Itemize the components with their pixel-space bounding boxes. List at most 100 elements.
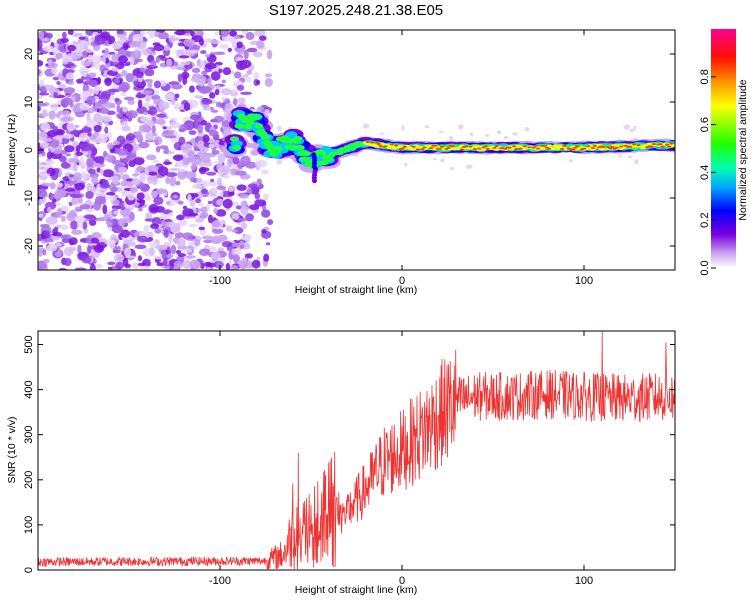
noise-blob bbox=[465, 164, 473, 169]
noise-blob bbox=[173, 260, 183, 268]
noise-blob bbox=[246, 47, 258, 53]
noise-blob bbox=[188, 224, 198, 228]
noise-blob bbox=[200, 206, 208, 214]
noise-blob bbox=[93, 113, 103, 123]
noise-blob bbox=[120, 92, 127, 97]
noise-blob bbox=[232, 156, 240, 165]
noise-blob bbox=[230, 88, 239, 97]
signal-blob bbox=[433, 144, 438, 147]
noise-blob bbox=[210, 251, 221, 260]
noise-blob bbox=[106, 142, 114, 150]
noise-blob bbox=[168, 233, 173, 243]
noise-blob bbox=[235, 170, 247, 176]
noise-blob bbox=[120, 229, 130, 238]
noise-blob bbox=[93, 244, 105, 253]
snr-axes: -100 0 100 0 100 200 300 400 500 bbox=[23, 331, 675, 587]
noise-blob bbox=[113, 78, 121, 84]
signal-blob bbox=[610, 145, 615, 148]
noise-blob bbox=[155, 56, 160, 64]
noise-blob bbox=[38, 30, 45, 40]
noise-blob bbox=[201, 70, 208, 76]
noise-blob bbox=[152, 132, 158, 137]
noise-blob bbox=[199, 157, 211, 164]
noise-blob bbox=[50, 147, 56, 153]
noise-blob bbox=[155, 245, 166, 250]
noise-blob bbox=[152, 159, 160, 164]
noise-blob bbox=[144, 68, 155, 77]
noise-blob bbox=[38, 188, 48, 198]
noise-blob bbox=[264, 73, 272, 78]
noise-blob bbox=[104, 126, 109, 134]
noise-blob bbox=[102, 150, 108, 158]
colorbar-tick-label: 0.0 bbox=[699, 260, 711, 275]
noise-blob bbox=[174, 232, 184, 239]
snr-background bbox=[38, 331, 675, 570]
noise-blob bbox=[150, 223, 160, 230]
spectrogram-x-label: Height of straight line (km) bbox=[295, 284, 418, 296]
noise-blob bbox=[256, 40, 265, 49]
noise-blob bbox=[105, 102, 114, 109]
noise-blob bbox=[60, 116, 72, 123]
noise-blob bbox=[208, 92, 216, 99]
noise-blob bbox=[104, 47, 109, 55]
noise-blob bbox=[98, 155, 105, 165]
noise-blob bbox=[62, 59, 69, 65]
signal-blob bbox=[411, 145, 416, 148]
noise-blob bbox=[70, 130, 82, 135]
noise-blob bbox=[126, 110, 138, 119]
noise-blob bbox=[43, 37, 50, 42]
noise-blob bbox=[202, 235, 213, 240]
signal-blob bbox=[664, 143, 670, 146]
noise-blob bbox=[118, 55, 129, 64]
noise-blob bbox=[145, 212, 153, 220]
noise-blob bbox=[43, 230, 51, 236]
signal-blob bbox=[422, 146, 427, 149]
noise-blob bbox=[252, 51, 263, 58]
noise-blob bbox=[469, 132, 474, 137]
noise-blob bbox=[108, 154, 113, 162]
noise-blob bbox=[155, 188, 167, 194]
noise-blob bbox=[46, 151, 53, 160]
noise-blob bbox=[71, 229, 83, 235]
noise-blob bbox=[55, 182, 63, 188]
noise-blob bbox=[148, 51, 157, 56]
spectrogram-y-label: Frequency (Hz) bbox=[6, 114, 18, 186]
signal-blob bbox=[232, 144, 242, 151]
noise-blob bbox=[111, 175, 120, 185]
colorbar-tick-label: 0.8 bbox=[699, 69, 711, 84]
noise-blob bbox=[241, 234, 252, 241]
noise-blob bbox=[189, 259, 200, 270]
noise-blob bbox=[175, 180, 181, 186]
noise-blob bbox=[222, 67, 231, 76]
signal-blob bbox=[288, 145, 299, 151]
noise-blob bbox=[68, 209, 77, 219]
signal-blob bbox=[627, 145, 632, 148]
noise-blob bbox=[143, 111, 149, 116]
noise-blob bbox=[122, 42, 129, 51]
noise-blob bbox=[78, 36, 86, 40]
noise-blob bbox=[187, 194, 192, 203]
noise-blob bbox=[118, 81, 131, 92]
noise-blob bbox=[248, 204, 260, 211]
noise-blob bbox=[73, 32, 84, 37]
noise-blob bbox=[266, 49, 273, 60]
noise-blob bbox=[74, 215, 87, 223]
noise-blob bbox=[261, 229, 267, 234]
noise-blob bbox=[524, 127, 530, 132]
noise-blob bbox=[87, 244, 92, 255]
signal-blob bbox=[234, 123, 244, 129]
noise-blob bbox=[568, 159, 573, 163]
noise-blob bbox=[80, 60, 92, 67]
noise-blob bbox=[86, 158, 94, 167]
noise-blob bbox=[193, 95, 203, 99]
colorbar-gradient bbox=[711, 29, 736, 268]
signal-blob bbox=[658, 143, 663, 146]
noise-blob bbox=[263, 253, 270, 262]
noise-blob bbox=[380, 132, 385, 135]
noise-blob bbox=[231, 41, 238, 49]
noise-blob bbox=[164, 265, 171, 270]
noise-blob bbox=[254, 30, 266, 37]
noise-blob bbox=[195, 198, 202, 204]
noise-blob bbox=[148, 242, 161, 247]
